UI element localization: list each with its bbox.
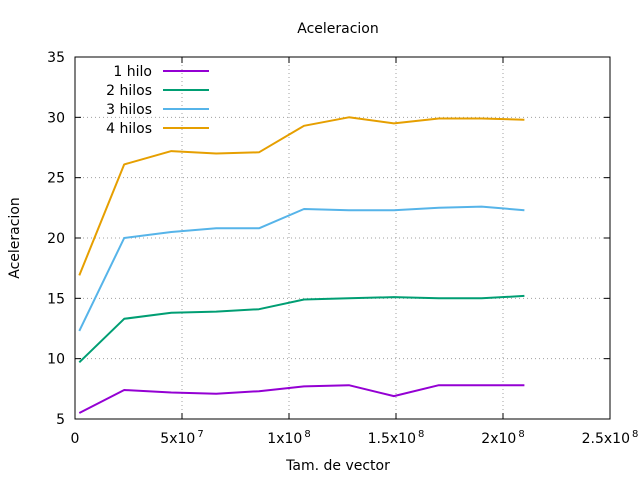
x-tick-label: 2.5x10 8 xyxy=(582,429,639,447)
x-tick-label: 2x10 8 xyxy=(481,429,524,447)
y-tick-label: 35 xyxy=(47,50,65,66)
y-tick-label: 5 xyxy=(56,412,65,428)
grid-lines xyxy=(75,57,610,419)
y-tick-label: 10 xyxy=(47,352,65,368)
x-axis-label: Tam. de vector xyxy=(285,458,390,474)
axis-ticks xyxy=(74,56,611,420)
series-layer xyxy=(78,116,525,414)
series-line-4 xyxy=(78,116,525,276)
x-tick-label: 5x10 7 xyxy=(160,429,203,447)
y-tick-label: 25 xyxy=(47,171,65,187)
x-tick-label: 0 xyxy=(71,431,80,447)
x-tick-label: 1x10 8 xyxy=(267,429,310,447)
y-axis-label: Aceleracion xyxy=(7,197,23,279)
series-line-1 xyxy=(78,384,525,414)
legend-label: 3 hilos xyxy=(106,102,152,118)
y-tick-label: 30 xyxy=(47,110,65,126)
legend-label: 1 hilo xyxy=(113,64,152,80)
chart-title: Aceleracion xyxy=(297,21,379,37)
legend: 1 hilo 2 hilos 3 hilos 4 hilos xyxy=(106,64,209,137)
y-tick-label: 15 xyxy=(47,291,65,307)
legend-label: 2 hilos xyxy=(106,83,152,99)
tick-labels: 5 10 15 20 25 30 35 0 5x10 7 1x10 8 1.5x10 8 2x10 8 2.5x… xyxy=(47,50,638,447)
legend-label: 4 hilos xyxy=(106,121,152,137)
series-line-2 xyxy=(78,294,525,364)
x-tick-label: 1.5x10 8 xyxy=(368,429,425,447)
y-tick-label: 20 xyxy=(47,231,65,247)
series-line-3 xyxy=(78,205,525,332)
